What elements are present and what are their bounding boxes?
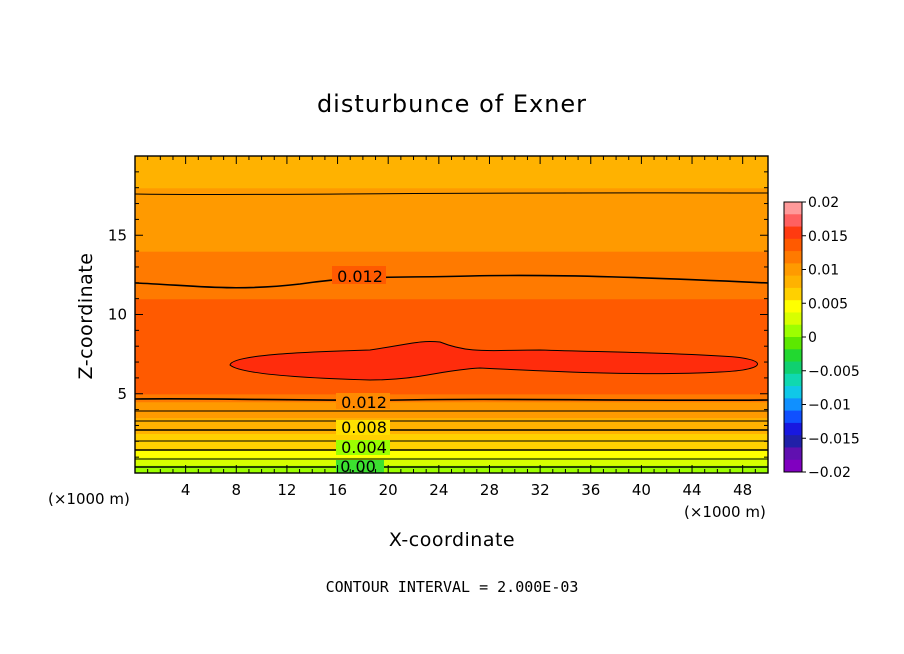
contour-label: 0.00	[340, 457, 376, 476]
colorbar-label: 0.015	[808, 229, 848, 245]
x-tick-label: 20	[379, 481, 398, 499]
y-axis: 5 10 15	[108, 171, 768, 458]
colorbar-swatch	[784, 312, 802, 326]
x-tick-label: 36	[581, 481, 600, 499]
color-band	[135, 457, 768, 466]
color-band	[135, 203, 768, 220]
color-band	[135, 449, 768, 458]
color-band	[135, 171, 768, 189]
contour-labels: 0.012 0.012 0.008 0.004 0.00	[332, 266, 390, 476]
colorbar-label: −0.015	[808, 431, 860, 447]
colorbar-swatch	[784, 349, 802, 362]
colorbar-swatch	[784, 238, 802, 252]
color-band	[135, 401, 768, 411]
colorbar-label: −0.01	[808, 398, 851, 414]
color-band	[135, 441, 768, 450]
colorbar-swatch	[784, 410, 802, 424]
x-axis-label: X-coordinate	[389, 529, 515, 551]
x-tick-label: 48	[733, 481, 752, 499]
colorbar-swatch	[784, 435, 802, 448]
y-axis-label: Z-coordinate	[75, 253, 97, 380]
colorbar-label: 0	[808, 330, 817, 346]
colorbar-swatch	[784, 226, 802, 240]
colorbar-swatch	[784, 300, 802, 313]
colorbar-label: −0.02	[808, 465, 851, 481]
color-band	[135, 298, 768, 316]
colorbar-label: 0.02	[808, 195, 839, 211]
color-band	[135, 409, 768, 419]
x-tick-label: 4	[181, 481, 191, 499]
contour-label: 0.012	[341, 393, 387, 412]
x-unit-label-left: (×1000 m)	[48, 490, 130, 508]
x-tick-label: 16	[328, 481, 347, 499]
color-bands	[135, 156, 768, 473]
contour-label: 0.008	[341, 418, 387, 437]
colorbar-swatch	[784, 287, 802, 301]
color-band	[135, 251, 768, 268]
colorbar-label: 0.01	[808, 263, 839, 279]
x-tick-label: 28	[480, 481, 499, 499]
y-tick-label: 10	[108, 306, 127, 324]
contour-label: 0.004	[341, 438, 387, 457]
colorbar	[783, 201, 803, 473]
x-tick-label: 40	[632, 481, 651, 499]
x-tick-label: 32	[531, 481, 550, 499]
color-band	[135, 377, 768, 395]
colorbar-swatch	[784, 214, 802, 227]
colorbar-swatch	[784, 386, 802, 399]
x-tick-label: 12	[277, 481, 296, 499]
chart-title: disturbunce of Exner	[317, 90, 587, 118]
colorbar-label: −0.005	[808, 364, 860, 380]
color-band	[135, 433, 768, 442]
colorbar-swatch	[784, 324, 802, 338]
contour-interval-note: CONTOUR INTERVAL = 2.000E-03	[326, 578, 579, 596]
contour-cell-0.014	[229, 341, 758, 381]
contour-line	[135, 192, 768, 196]
x-tick-label: 24	[429, 481, 448, 499]
color-band	[135, 156, 768, 173]
x-tick-label: 44	[682, 481, 701, 499]
y-tick-label: 5	[117, 385, 127, 403]
color-band	[135, 266, 768, 284]
color-band	[135, 393, 768, 403]
colorbar-swatch	[784, 459, 802, 473]
x-axis: 4 8 12 16 20 24 28 32 36 40 44 48	[147, 156, 756, 499]
color-band	[135, 187, 768, 205]
colorbar-swatch	[784, 447, 802, 461]
color-band	[135, 314, 768, 331]
contour-label: 0.012	[337, 267, 383, 286]
colorbar-swatch	[784, 202, 802, 215]
colorbar-swatch	[784, 373, 802, 387]
contour-line-0.012-upper	[135, 274, 768, 289]
x-tick-label: 8	[232, 481, 242, 499]
colorbar-labels: 0.02 0.015 0.01 0.005 0 −0.005 −0.01 −0.015 −0.0…	[802, 195, 860, 481]
color-band	[135, 330, 768, 347]
colorbar-swatch	[784, 275, 802, 289]
colorbar-swatch	[784, 337, 802, 350]
colorbar-swatch	[784, 251, 802, 264]
colorbar-swatch	[784, 263, 802, 277]
x-unit-label-right: (×1000 m)	[684, 503, 766, 521]
colorbar-swatch	[784, 398, 802, 412]
contour-line-0.012-lower	[135, 398, 768, 402]
colorbar-label: 0.005	[808, 296, 848, 312]
colorbar-swatch	[784, 361, 802, 375]
contour-lines	[135, 192, 768, 469]
color-band	[135, 219, 768, 236]
color-band	[135, 417, 768, 427]
color-band	[135, 235, 768, 252]
color-band	[135, 282, 768, 300]
colorbar-swatch	[784, 422, 802, 436]
y-tick-label: 15	[108, 226, 127, 244]
